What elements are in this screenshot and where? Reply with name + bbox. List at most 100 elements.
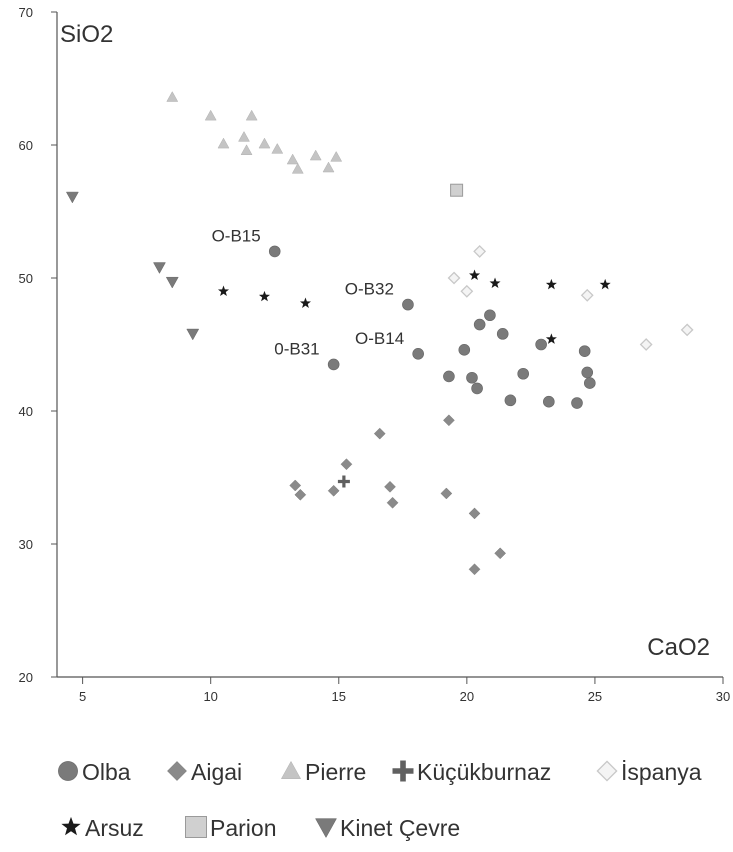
legend-label: Kinet Çevre xyxy=(340,815,460,841)
data-point xyxy=(245,109,258,121)
data-point xyxy=(581,366,594,379)
legend-marker xyxy=(315,818,337,839)
data-point xyxy=(299,297,311,308)
data-point xyxy=(373,427,386,440)
data-point xyxy=(469,269,481,281)
data-point xyxy=(153,262,166,274)
data-point xyxy=(543,395,555,408)
x-tick-label: 30 xyxy=(716,689,730,704)
legend-label: Parion xyxy=(210,815,276,841)
data-point xyxy=(294,488,307,501)
data-point xyxy=(165,276,179,289)
data-point xyxy=(443,370,455,383)
legend-label: Olba xyxy=(82,759,131,785)
legend-marker xyxy=(167,761,187,781)
data-point xyxy=(468,507,481,520)
point-annotation: O-B14 xyxy=(355,329,404,348)
data-point xyxy=(402,298,414,311)
data-point xyxy=(545,278,557,290)
data-point xyxy=(599,278,611,290)
legend-item: İspanya xyxy=(596,759,702,785)
legend-item: Küçükburnaz xyxy=(392,759,551,785)
y-tick-label: 60 xyxy=(19,138,33,153)
data-point xyxy=(447,271,461,285)
data-point xyxy=(440,487,453,500)
data-point xyxy=(238,131,250,142)
data-point xyxy=(204,109,217,121)
x-tick-label: 20 xyxy=(460,689,474,704)
data-point xyxy=(473,244,487,258)
data-point xyxy=(517,367,530,380)
point-annotation: O-B15 xyxy=(212,226,261,245)
data-point xyxy=(484,309,496,322)
data-point xyxy=(340,458,353,471)
data-point xyxy=(271,142,284,154)
point-annotation: 0-B31 xyxy=(274,339,319,358)
data-point xyxy=(494,547,506,560)
legend-label: Pierre xyxy=(305,759,366,785)
data-point xyxy=(258,137,271,149)
data-point xyxy=(268,245,281,258)
data-point xyxy=(330,150,343,162)
y-axis-title: SiO2 xyxy=(60,21,113,48)
data-point xyxy=(309,149,322,161)
x-tick-label: 15 xyxy=(332,689,346,704)
legend-marker xyxy=(185,816,207,838)
data-point xyxy=(327,484,340,497)
legend-marker xyxy=(392,760,414,782)
data-point xyxy=(460,284,474,298)
data-point xyxy=(286,153,299,165)
data-point xyxy=(571,397,583,409)
point-annotation: O-B32 xyxy=(345,280,394,299)
legend-label: Arsuz xyxy=(85,815,144,841)
y-tick-label: 50 xyxy=(19,271,33,286)
data-point xyxy=(639,338,653,351)
data-point xyxy=(466,371,478,384)
legend-marker xyxy=(58,761,78,781)
x-tick-label: 25 xyxy=(588,689,602,704)
data-point xyxy=(384,480,396,493)
y-tick-label: 30 xyxy=(19,537,33,552)
data-point xyxy=(240,144,253,155)
legend-label: İspanya xyxy=(621,759,702,785)
data-point xyxy=(471,382,483,395)
legend-item: Aigai xyxy=(167,759,242,785)
legend-marker xyxy=(61,816,81,836)
data-point xyxy=(473,318,486,331)
legend-item: Arsuz xyxy=(61,815,144,841)
legend-item: Parion xyxy=(185,815,276,841)
data-point xyxy=(289,479,302,492)
legend-marker xyxy=(596,760,618,782)
data-point xyxy=(258,290,270,302)
legend-label: Küçükburnaz xyxy=(417,759,551,785)
y-tick-label: 70 xyxy=(19,5,33,20)
data-point xyxy=(322,161,335,173)
axes xyxy=(51,11,724,684)
data-point xyxy=(535,338,547,351)
legend-item: Pierre xyxy=(280,759,366,785)
data-point xyxy=(291,162,304,174)
data-point xyxy=(386,496,399,509)
data-point xyxy=(583,377,596,389)
legend-item: Olba xyxy=(58,759,131,785)
data-point xyxy=(412,348,424,360)
y-tick-label: 20 xyxy=(19,670,33,685)
data-point xyxy=(580,288,594,302)
x-tick-label: 5 xyxy=(79,689,86,704)
data-point xyxy=(468,563,481,576)
data-point xyxy=(680,323,694,337)
data-point xyxy=(443,414,455,427)
data-point xyxy=(327,358,340,371)
data-points xyxy=(65,91,694,576)
data-point xyxy=(578,345,591,357)
data-point xyxy=(337,475,350,488)
data-point xyxy=(450,183,464,197)
legend-item: Kinet Çevre xyxy=(315,815,460,841)
x-tick-label: 10 xyxy=(203,689,217,704)
data-point xyxy=(166,91,179,102)
x-axis-title: CaO2 xyxy=(647,634,710,661)
y-tick-label: 40 xyxy=(19,404,33,419)
legend-label: Aigai xyxy=(191,759,242,785)
